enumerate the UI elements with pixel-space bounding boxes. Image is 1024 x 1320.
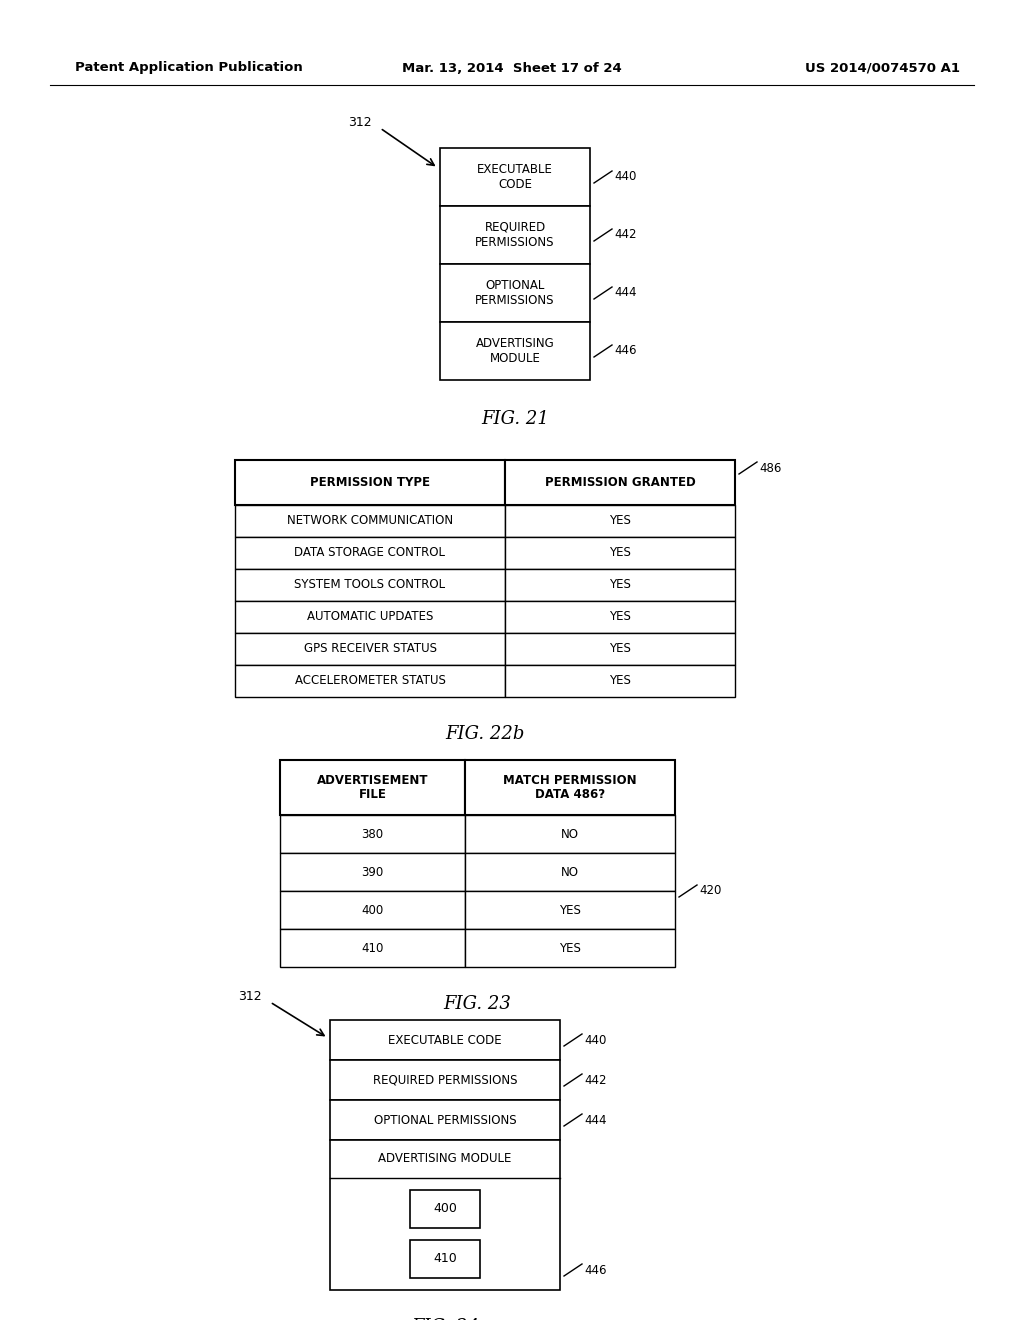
Bar [505,634,735,665]
Bar [440,322,590,380]
Text: SYSTEM TOOLS CONTROL: SYSTEM TOOLS CONTROL [295,578,445,591]
Text: 446: 446 [614,345,637,358]
Text: FIG. 22b: FIG. 22b [445,725,524,743]
Text: 410: 410 [361,941,384,954]
Bar [505,506,735,537]
Bar [234,506,505,537]
Text: REQUIRED
PERMISSIONS: REQUIRED PERMISSIONS [475,220,555,249]
Text: NO: NO [561,828,579,841]
Text: YES: YES [609,515,631,528]
Text: 400: 400 [433,1203,457,1216]
Bar [410,1191,480,1228]
Text: EXECUTABLE
CODE: EXECUTABLE CODE [477,162,553,191]
Text: YES: YES [609,578,631,591]
Text: 312: 312 [239,990,262,1003]
Text: 444: 444 [584,1114,606,1126]
Bar [440,206,590,264]
Text: MATCH PERMISSION
DATA 486?: MATCH PERMISSION DATA 486? [503,774,637,801]
Text: 442: 442 [584,1073,606,1086]
Text: YES: YES [559,903,581,916]
Text: AUTOMATIC UPDATES: AUTOMATIC UPDATES [307,610,433,623]
Text: 420: 420 [699,884,721,898]
Bar [465,929,675,968]
Text: Patent Application Publication: Patent Application Publication [75,62,303,74]
Bar [505,601,735,634]
Bar [465,853,675,891]
Text: 410: 410 [433,1253,457,1266]
Text: 444: 444 [614,286,637,300]
Text: ADVERTISING
MODULE: ADVERTISING MODULE [475,337,554,366]
Text: ACCELEROMETER STATUS: ACCELEROMETER STATUS [295,675,445,688]
Text: YES: YES [609,643,631,656]
Bar [234,459,505,506]
Text: 400: 400 [361,903,384,916]
Bar [330,1140,560,1290]
Text: PERMISSION TYPE: PERMISSION TYPE [310,477,430,488]
Bar [280,929,465,968]
Text: OPTIONAL
PERMISSIONS: OPTIONAL PERMISSIONS [475,279,555,308]
Bar [465,760,675,814]
Bar [505,569,735,601]
Bar [234,665,505,697]
Bar [505,665,735,697]
Text: YES: YES [609,675,631,688]
Text: 446: 446 [584,1263,606,1276]
Text: NO: NO [561,866,579,879]
Text: ADVERTISING MODULE: ADVERTISING MODULE [378,1152,512,1166]
Text: FIG. 24: FIG. 24 [411,1317,479,1320]
Text: YES: YES [559,941,581,954]
Text: PERMISSION GRANTED: PERMISSION GRANTED [545,477,695,488]
Text: EXECUTABLE CODE: EXECUTABLE CODE [388,1034,502,1047]
Text: 440: 440 [614,170,636,183]
Text: 442: 442 [614,228,637,242]
Text: YES: YES [609,546,631,560]
Text: OPTIONAL PERMISSIONS: OPTIONAL PERMISSIONS [374,1114,516,1126]
Text: 380: 380 [361,828,384,841]
Bar [234,601,505,634]
Text: 390: 390 [361,866,384,879]
Text: REQUIRED PERMISSIONS: REQUIRED PERMISSIONS [373,1073,517,1086]
Bar [330,1060,560,1100]
Bar [440,148,590,206]
Bar [465,891,675,929]
Bar [330,1020,560,1060]
Bar [234,569,505,601]
Bar [280,760,465,814]
Bar [505,537,735,569]
Text: FIG. 21: FIG. 21 [481,411,549,428]
Text: ADVERTISEMENT
FILE: ADVERTISEMENT FILE [316,774,428,801]
Text: 312: 312 [348,116,372,129]
Text: NETWORK COMMUNICATION: NETWORK COMMUNICATION [287,515,453,528]
Bar [280,814,465,853]
Bar [465,814,675,853]
Text: GPS RECEIVER STATUS: GPS RECEIVER STATUS [303,643,436,656]
Text: FIG. 23: FIG. 23 [443,995,511,1012]
Bar [234,537,505,569]
Bar [410,1239,480,1278]
Bar [280,853,465,891]
Text: 440: 440 [584,1034,606,1047]
Bar [280,891,465,929]
Text: YES: YES [609,610,631,623]
Bar [505,459,735,506]
Bar [234,634,505,665]
Bar [440,264,590,322]
Text: DATA STORAGE CONTROL: DATA STORAGE CONTROL [295,546,445,560]
Text: Mar. 13, 2014  Sheet 17 of 24: Mar. 13, 2014 Sheet 17 of 24 [402,62,622,74]
Text: 486: 486 [759,462,781,474]
Bar [330,1100,560,1140]
Text: US 2014/0074570 A1: US 2014/0074570 A1 [805,62,961,74]
